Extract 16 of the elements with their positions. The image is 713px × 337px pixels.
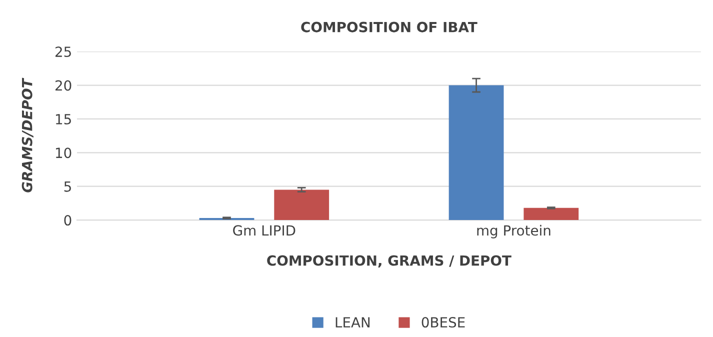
- x-tick-label: mg Protein: [477, 224, 550, 238]
- legend-label: LEAN: [336, 317, 370, 328]
- bar: [274, 190, 330, 220]
- y-tick-label: 15: [56, 114, 71, 124]
- legend-label: 0BESE: [422, 317, 465, 328]
- x-axis-title: COMPOSITION, GRAMS / DEPOT: [267, 255, 512, 268]
- bar: [448, 85, 504, 220]
- y-tick-label: 25: [55, 46, 71, 58]
- y-tick-label: 0: [64, 215, 72, 226]
- bar: [524, 208, 579, 220]
- chart-title: COMPOSITION OF IBAT: [301, 22, 478, 32]
- x-tick-label: Gm LIPID: [233, 225, 296, 236]
- y-tick-label: 5: [64, 182, 71, 192]
- y-axis-title: GRAMS/DEPOT: [22, 78, 34, 192]
- y-tick-label: 20: [55, 80, 72, 91]
- y-tick-label: 10: [56, 148, 72, 158]
